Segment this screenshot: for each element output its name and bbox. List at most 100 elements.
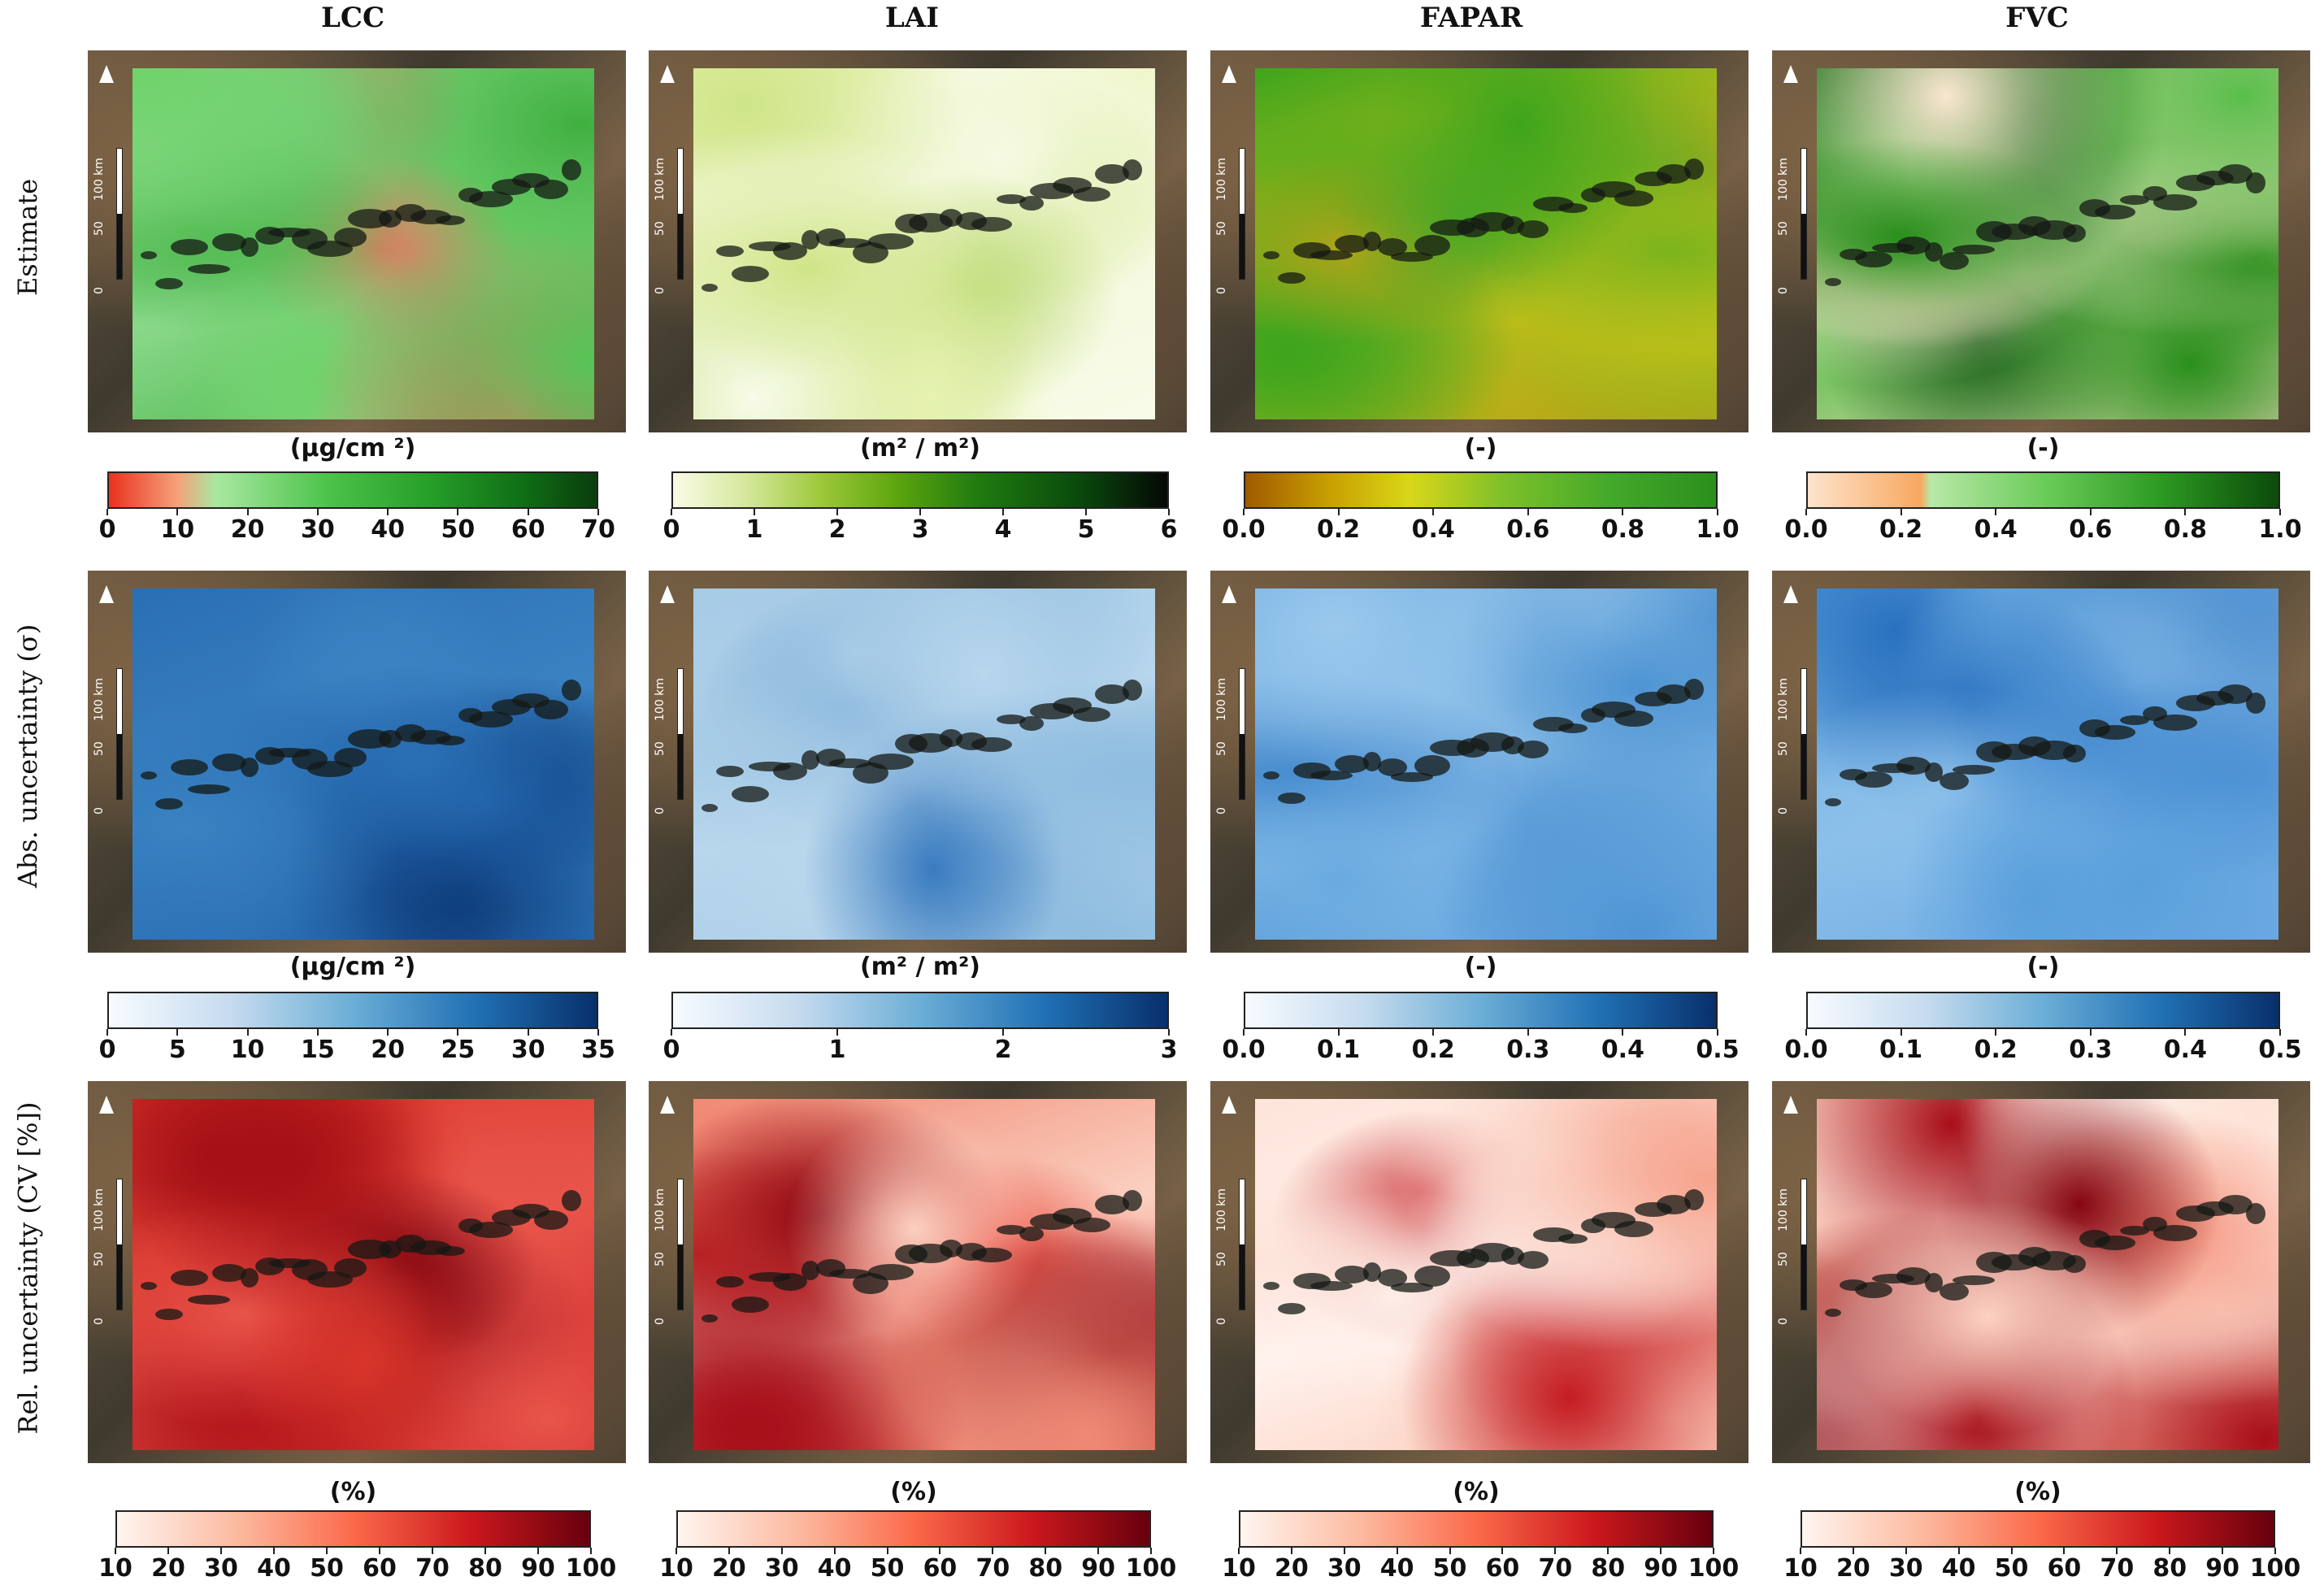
masked-patch xyxy=(1925,1273,1943,1292)
masked-patch xyxy=(469,191,513,207)
colorbar-tickmark xyxy=(1097,1548,1100,1554)
masked-patch xyxy=(1335,1266,1369,1283)
colorbar-tick-label: 15 xyxy=(300,1036,335,1064)
colorbar-tick-label: 80 xyxy=(1028,1554,1063,1583)
colorbar-tick-label: 30 xyxy=(1888,1554,1923,1583)
scale-bar xyxy=(677,668,684,800)
colorbar-tick-label: 20 xyxy=(1275,1554,1309,1583)
colorbar-tick-label: 60 xyxy=(1485,1554,1520,1583)
colorbar-tick-label: 30 xyxy=(1327,1554,1362,1583)
masked-patch xyxy=(1310,1281,1353,1291)
masked-patch xyxy=(1825,1309,1841,1317)
scale-bar-label: 100 km xyxy=(1215,158,1228,201)
colorbar-tick-label: 70 xyxy=(2100,1554,2135,1583)
masked-patch xyxy=(716,766,744,777)
masked-patch xyxy=(1558,1234,1588,1244)
colorbar-tick-label: 60 xyxy=(2047,1554,2082,1583)
colorbar-tickmark xyxy=(1337,509,1340,515)
column-title-fapar: FAPAR xyxy=(1419,2,1523,34)
masked-patch xyxy=(997,1225,1026,1235)
colorbar-tickmark xyxy=(671,509,672,515)
masked-patch xyxy=(2120,715,2149,725)
masked-patch xyxy=(436,215,465,225)
north-arrow-icon xyxy=(1222,65,1236,83)
colorbar-tick-label: 0.5 xyxy=(1696,1036,1740,1064)
colorbar-tick-label: 30 xyxy=(510,1036,545,1064)
colorbar-tick-label: 2 xyxy=(828,515,846,544)
masked-patch xyxy=(2063,745,2086,762)
colorbar-tickmark xyxy=(1168,1029,1170,1036)
masked-patch xyxy=(1363,752,1381,771)
colorbar-tickmark xyxy=(1343,1548,1345,1554)
colorbar-tick-label: 50 xyxy=(441,515,476,544)
colorbar-tick-label: 0.3 xyxy=(1506,1036,1550,1064)
colorbar-tick-label: 10 xyxy=(659,1554,693,1583)
colorbar-tickmark xyxy=(1150,1548,1152,1554)
colorbar-tickmark xyxy=(176,509,179,515)
colorbar-unit: (-) xyxy=(2026,434,2060,463)
colorbar-tick-label: 3 xyxy=(1160,1036,1178,1064)
colorbar-tickmark xyxy=(1660,1548,1662,1554)
masked-patch xyxy=(1335,755,1369,773)
colorbar-tickmark xyxy=(1900,509,1902,515)
scale-bar-label: 50 xyxy=(1215,221,1228,236)
masked-patch xyxy=(155,278,183,289)
map-abs-lcc: 0 50 100 km xyxy=(88,571,626,953)
masked-patch xyxy=(212,233,246,251)
scale-bar-label: 100 km xyxy=(654,678,667,721)
row-title-label: Estimate xyxy=(12,178,43,297)
colorbar-tick-label: 50 xyxy=(1432,1554,1467,1583)
masked-patch xyxy=(1019,1227,1044,1241)
colorbar-rel-fvc xyxy=(1801,1510,2275,1548)
scale-bar xyxy=(677,148,684,280)
scale-bar-label: 100 km xyxy=(1777,158,1790,201)
map-abs-fapar: 0 50 100 km xyxy=(1210,571,1748,953)
colorbar-unit: (-) xyxy=(1464,434,1497,463)
colorbar-tickmark xyxy=(1622,509,1624,515)
colorbar-tickmark xyxy=(1337,1029,1340,1036)
masked-patch xyxy=(868,233,914,250)
map-abs-fvc: 0 50 100 km xyxy=(1772,571,2310,953)
colorbar-estimate-lai xyxy=(671,471,1169,509)
masked-patch xyxy=(2153,1225,2197,1241)
colorbar-tickmark xyxy=(457,509,459,515)
masked-patch xyxy=(1896,1267,1931,1285)
colorbar-tickmark xyxy=(1800,1548,1801,1554)
colorbar-unit: (-) xyxy=(2026,953,2060,981)
masked-patch xyxy=(1614,710,1653,727)
masked-patch xyxy=(1940,252,1969,270)
scale-bar-label: 100 km xyxy=(93,678,106,721)
colorbar-tickmark xyxy=(246,509,249,515)
colorbar-tickmark xyxy=(1432,1029,1435,1036)
masked-patch xyxy=(1940,1283,1969,1301)
colorbar-tick-label: 4 xyxy=(994,515,1012,544)
colorbar-tick-label: 50 xyxy=(1994,1554,2029,1583)
masked-patch xyxy=(702,284,718,292)
masked-patch xyxy=(241,237,258,257)
colorbar-tick-label: 60 xyxy=(923,1554,958,1583)
scale-bar-label: 0 xyxy=(1215,807,1228,814)
colorbar-tickmark xyxy=(106,509,108,515)
masked-patch xyxy=(2153,714,2197,731)
colorbar-rel-lai xyxy=(676,1510,1151,1548)
colorbar-tick-label: 0 xyxy=(662,515,680,544)
map-rel-fapar: 0 50 100 km xyxy=(1210,1081,1748,1463)
scale-bar xyxy=(1239,1179,1245,1310)
colorbar-tickmark xyxy=(537,1548,539,1554)
masked-patch xyxy=(1123,1190,1142,1211)
scale-bar xyxy=(116,148,123,280)
map-estimate-lcc: 0 50 100 km xyxy=(88,50,626,432)
masked-patch xyxy=(188,264,230,274)
colorbar-tick-label: 0.2 xyxy=(1879,515,1923,544)
colorbar-tick-label: 70 xyxy=(1538,1554,1573,1583)
colorbar-unit: (%) xyxy=(329,1478,377,1506)
scale-bar-label: 50 xyxy=(654,741,667,756)
masked-patch xyxy=(1614,1221,1653,1237)
scale-bar-label: 50 xyxy=(1215,741,1228,756)
colorbar-tick-label: 10 xyxy=(1783,1554,1818,1583)
masked-patch xyxy=(2063,224,2086,242)
colorbar-tickmark xyxy=(527,1029,529,1036)
colorbar-tick-label: 20 xyxy=(1836,1554,1870,1583)
colorbar-tickmark xyxy=(1396,1548,1398,1554)
scale-bar-label: 0 xyxy=(654,807,667,814)
